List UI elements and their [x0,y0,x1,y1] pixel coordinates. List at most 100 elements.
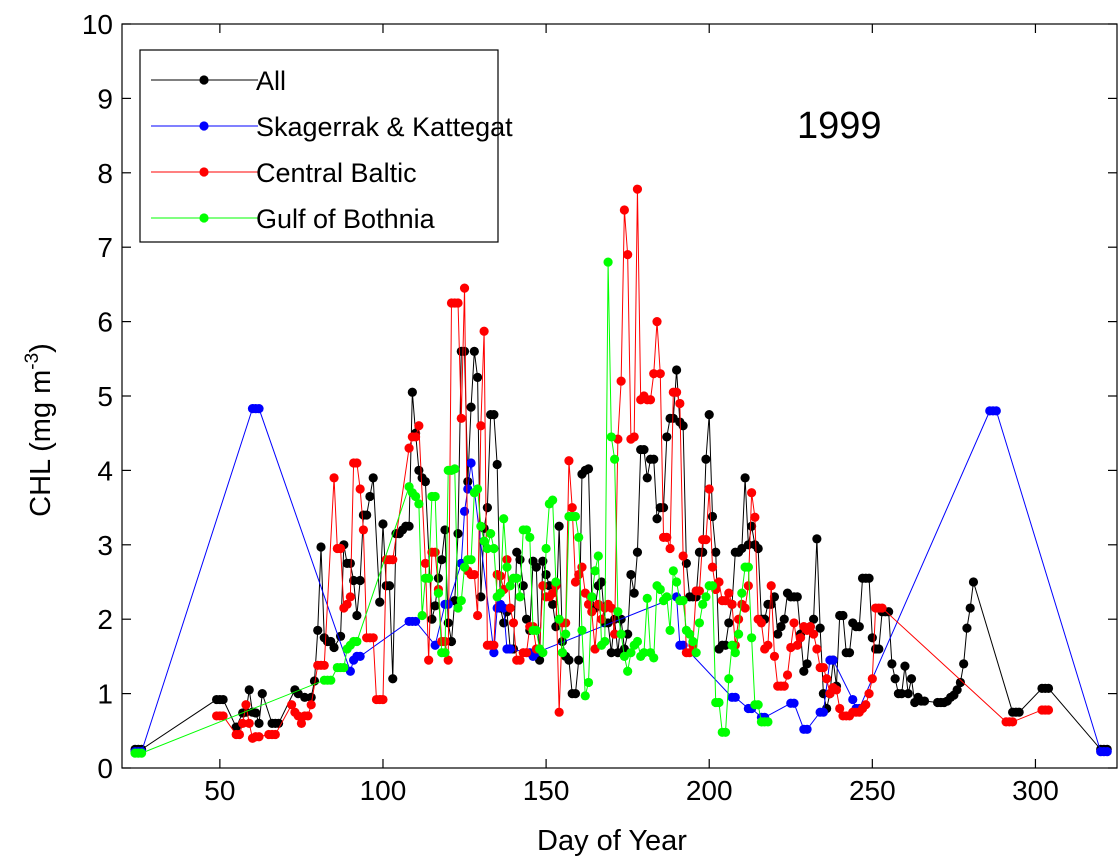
data-point-all [244,685,254,695]
data-point-gulf-of-bothnia [606,432,616,442]
data-point-all [962,623,972,633]
legend-label: Central Baltic [256,158,417,188]
data-point-central-baltic [727,599,737,609]
data-point-all [548,599,558,609]
data-point-central-baltic [877,603,887,613]
data-point-central-baltic [244,718,254,728]
data-point-central-baltic [655,369,665,379]
data-point-all [900,661,910,671]
data-point-gulf-of-bothnia [662,592,672,602]
data-point-all [747,521,757,531]
data-point-all [368,473,378,483]
series-gulf-of-bothnia [130,257,773,758]
data-point-skagerrak-kattegat [818,707,828,717]
data-point-central-baltic [632,184,643,194]
data-point-all [499,618,509,628]
data-point-all [773,629,783,639]
data-point-central-baltic [368,633,378,643]
x-tick-label: 250 [849,775,896,806]
data-point-all [658,503,669,513]
data-point-gulf-of-bothnia [570,511,581,522]
data-point-gulf-of-bothnia [613,607,623,617]
data-point-central-baltic [831,685,842,695]
tick-labels: 50 100 150 200 250 300 0 1 2 3 4 5 6 7 8 9 10 [82,9,1059,806]
data-point-central-baltic [306,700,316,710]
data-point-all [459,346,470,356]
data-point-central-baltic [789,618,799,628]
data-point-all [753,543,763,554]
data-point-central-baltic [795,633,806,643]
x-axis-label: Day of Year [537,825,687,857]
data-point-all [968,577,979,587]
data-point-central-baltic [577,562,587,572]
data-point-central-baltic [610,629,620,639]
data-point-all [838,610,848,621]
y-tick-label: 1 [97,679,113,710]
data-point-all [430,601,440,611]
data-point-central-baltic [489,640,499,650]
data-point-all [1043,683,1054,693]
data-point-gulf-of-bothnia [668,566,678,576]
data-point-all [446,636,457,647]
data-point-central-baltic [701,534,711,545]
data-point-all [437,555,447,565]
data-point-central-baltic [583,599,594,609]
y-tick-label: 7 [97,232,113,263]
data-point-all [707,511,718,522]
data-point-all [864,573,874,583]
data-point-gulf-of-bothnia [515,592,525,602]
data-point-all [704,410,714,420]
data-point-gulf-of-bothnia [707,581,718,591]
legend-entry-gulf-of-bothnia: Gulf of Bothnia [151,204,436,234]
data-point-central-baltic [733,614,744,624]
data-point-central-baltic [355,484,365,494]
data-point-central-baltic [388,555,398,565]
data-point-gulf-of-bothnia [685,629,695,639]
data-point-central-baltic [459,283,470,293]
data-point-all [476,592,486,602]
data-point-all [384,581,395,591]
data-point-all [919,696,930,706]
y-axis-label-suffix: ) [25,343,57,353]
data-point-all [720,640,731,650]
data-point-gulf-of-bothnia [339,662,349,673]
data-point-gulf-of-bothnia [472,484,483,494]
data-point-central-baltic [287,700,297,710]
x-tick-label: 150 [523,775,570,806]
data-point-all [541,569,551,580]
data-point-gulf-of-bothnia [753,700,763,710]
data-point-central-baltic [335,543,346,554]
data-point-all [812,534,822,544]
data-point-all [681,558,691,569]
data-point-gulf-of-bothnia [417,610,427,621]
data-point-all [241,707,251,717]
data-point-gulf-of-bothnia [583,677,594,688]
data-point-skagerrak-kattegat [730,692,740,702]
data-point-all [583,464,594,474]
data-point-central-baltic [662,532,672,542]
data-point-gulf-of-bothnia [737,588,747,598]
data-point-gulf-of-bothnia [714,697,724,708]
y-tick-label: 8 [97,158,113,189]
data-point-central-baltic [1008,717,1018,727]
data-point-gulf-of-bothnia [136,748,147,758]
data-point-gulf-of-bothnia [720,727,731,737]
y-axis-label-main: CHL (mg m [25,370,57,517]
data-point-all [375,597,385,607]
data-point-gulf-of-bothnia [671,577,682,587]
data-point-all [469,346,479,356]
data-point-central-baltic [812,644,822,654]
data-point-central-baltic [414,421,424,431]
data-point-all [952,685,962,695]
data-point-central-baltic [515,655,525,665]
data-point-central-baltic [779,681,789,691]
legend-entry-skagerrak-kattegat: Skagerrak & Kattegat [151,112,513,142]
data-point-all [887,659,897,669]
legend-swatch-marker [199,213,209,223]
y-tick-label: 10 [82,9,113,40]
data-point-central-baltic [404,443,414,453]
data-point-central-baltic [756,618,767,628]
data-point-gulf-of-bothnia [479,536,489,546]
data-point-skagerrak-kattegat [466,458,476,468]
data-point-all [355,575,365,586]
